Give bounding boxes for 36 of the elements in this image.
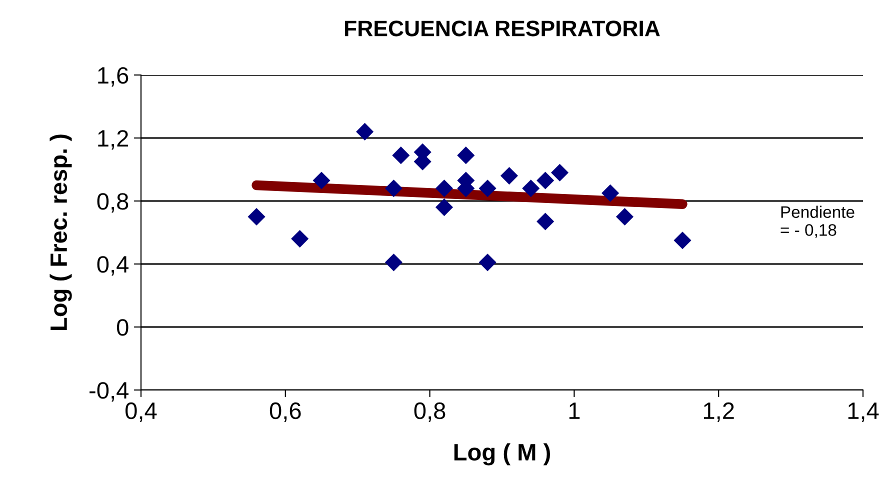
point [500,167,518,185]
point [356,122,374,140]
y-tick-label: 1,6 [98,67,128,87]
x-tick-label: 0,8 [414,402,446,422]
point [384,254,402,272]
y-axis-title: Log ( Frec. resp. ) [50,134,72,330]
point [248,208,266,226]
point [435,198,454,216]
y-tick-label: 0,8 [97,193,128,213]
x-tick-label: 1,2 [704,402,734,422]
point [536,172,554,190]
point [291,230,309,248]
point [435,180,454,198]
x-axis-title: Log ( M ) [454,443,550,466]
point [522,180,540,198]
point [392,146,410,164]
chart-title: FRECUENCIA RESPIRATORIA [345,20,660,36]
y-tick-label: 0 [116,319,128,336]
point [674,232,692,250]
x-tick-label: 0,4 [126,402,157,422]
x-tick-label: 0,6 [270,402,301,422]
y-tick-label: 0,4 [97,256,129,276]
x-tick-label: 1,4 [848,402,879,422]
point [457,146,475,164]
point [312,172,330,190]
point [384,180,402,198]
point [602,184,620,202]
point [550,164,569,182]
y-tick-label: -0,4 [90,382,129,402]
annotation: Pendiente = - 0,18 [780,206,854,238]
point [478,180,496,198]
point [536,212,554,230]
point [616,208,634,226]
y-tick-label: 1,2 [98,130,128,150]
point [478,254,496,272]
x-tick-label: 1 [569,402,580,419]
